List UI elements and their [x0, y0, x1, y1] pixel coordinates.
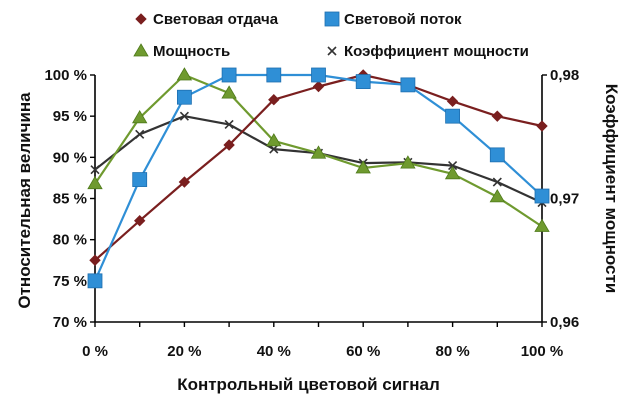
series-1-point	[87, 273, 103, 289]
series-2-point	[310, 145, 327, 159]
x-tick-label: 0 %	[82, 343, 108, 360]
x-tick-label: 40 %	[257, 343, 291, 360]
series-2	[87, 67, 550, 232]
x-tick-label: 60 %	[346, 343, 380, 360]
series-1-point	[132, 172, 148, 187]
series-1-line	[93, 73, 543, 282]
cross-stroke	[448, 161, 458, 171]
series-3-point	[90, 165, 100, 175]
series-2-point	[489, 189, 505, 203]
legend-label: Мощность	[153, 43, 230, 60]
y-tick-label: 85 %	[53, 191, 87, 208]
x-axis-title: Контрольный цветовой сигнал	[177, 375, 440, 394]
legend-marker	[135, 13, 147, 25]
series-0-line	[94, 73, 543, 262]
series-3	[90, 111, 547, 208]
series-1-point	[489, 147, 505, 163]
y-tick-label: 100 %	[44, 67, 87, 84]
series-0-point	[491, 110, 504, 122]
series-0-point	[133, 215, 146, 227]
series-1-point	[355, 74, 371, 89]
y2-axis-title: Коэффициент мощности	[602, 84, 621, 294]
series-0-point	[312, 80, 325, 93]
cross-stroke	[179, 111, 189, 121]
series-2-point	[176, 67, 193, 81]
series-1-point	[400, 77, 416, 93]
y2-tick-label: 0,96	[550, 314, 579, 331]
x-tick-label: 80 %	[435, 343, 469, 360]
y-tick-label: 90 %	[53, 149, 87, 166]
series-1-point	[176, 89, 192, 105]
y-axis-title: Относительная величина	[15, 92, 34, 309]
series-1-point	[445, 108, 461, 124]
legend-marker	[133, 43, 149, 57]
y-tick-label: 95 %	[53, 108, 87, 125]
series-0-point	[178, 176, 191, 188]
series-3-point	[135, 129, 145, 139]
series-0-point	[89, 254, 101, 266]
y2-tick-label: 0,97	[550, 191, 579, 208]
series-3-point	[269, 144, 279, 154]
legend-label: Коэффициент мощности	[344, 43, 529, 60]
series-3-point	[492, 177, 502, 187]
legend-item: Световая отдача	[135, 11, 279, 28]
series-2-point	[221, 85, 237, 99]
y-tick-label: 80 %	[53, 232, 87, 249]
series-1-point	[221, 67, 237, 83]
series-1-point	[311, 67, 326, 83]
legend-item: Световой поток	[324, 11, 462, 28]
series-2-point	[444, 166, 461, 180]
series-1-point	[266, 67, 282, 83]
series-3-point	[448, 161, 458, 171]
legend-label: Световая отдача	[153, 11, 279, 28]
cross-stroke	[135, 129, 145, 139]
cross-stroke	[90, 165, 100, 175]
series-0-point	[536, 120, 548, 132]
series-2-point	[132, 110, 148, 124]
legend-item: Мощность	[133, 43, 230, 60]
x-tick-label: 20 %	[167, 343, 201, 360]
series-2-point	[266, 133, 282, 147]
series-1	[87, 67, 550, 289]
series-2-point	[355, 160, 371, 174]
series-1-point	[534, 188, 550, 204]
series-0-point	[223, 139, 235, 151]
series-0-point	[268, 93, 280, 106]
series-2-point	[534, 218, 550, 232]
cross-stroke	[224, 119, 234, 129]
legend-item: Коэффициент мощности	[327, 43, 529, 60]
series-2-point	[87, 175, 103, 190]
cross-stroke	[327, 46, 337, 56]
series-2-point	[400, 155, 416, 169]
y-tick-label: 70 %	[53, 314, 87, 331]
x-tick-label: 100 %	[521, 343, 564, 360]
series-0-point	[446, 95, 459, 108]
legend-marker	[327, 46, 337, 56]
y2-tick-label: 0,98	[550, 67, 579, 84]
legend-label: Световой поток	[344, 11, 462, 28]
series-3-point	[224, 119, 234, 129]
series-3-line	[94, 115, 543, 204]
cross-stroke	[492, 177, 502, 187]
legend-marker	[324, 11, 340, 27]
series-3-point	[179, 111, 189, 121]
cross-stroke	[269, 144, 279, 154]
y-tick-label: 75 %	[53, 273, 87, 290]
